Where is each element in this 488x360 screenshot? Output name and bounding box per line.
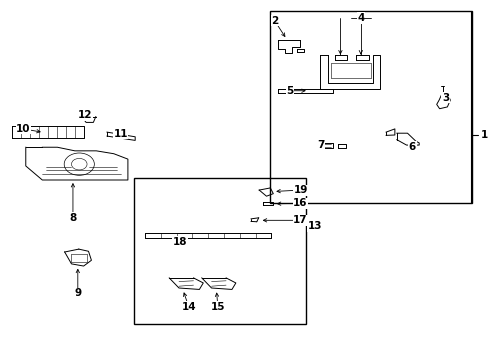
Text: 10: 10 bbox=[16, 124, 31, 134]
Text: 7: 7 bbox=[317, 140, 324, 150]
Text: 19: 19 bbox=[293, 185, 307, 195]
Text: 12: 12 bbox=[78, 110, 92, 120]
Text: 1: 1 bbox=[480, 130, 487, 140]
Text: 16: 16 bbox=[293, 198, 307, 208]
Text: 9: 9 bbox=[74, 288, 81, 298]
Bar bbox=[133, 178, 306, 324]
Text: 14: 14 bbox=[181, 302, 196, 312]
Text: 2: 2 bbox=[270, 16, 278, 26]
Text: 13: 13 bbox=[307, 221, 322, 231]
Text: 11: 11 bbox=[113, 129, 127, 139]
Text: 3: 3 bbox=[441, 93, 448, 103]
Text: 6: 6 bbox=[408, 142, 415, 152]
Text: 15: 15 bbox=[210, 302, 224, 312]
Text: 8: 8 bbox=[69, 213, 77, 223]
Text: 5: 5 bbox=[285, 86, 293, 96]
Text: 18: 18 bbox=[172, 237, 187, 247]
Text: 17: 17 bbox=[293, 215, 307, 225]
Bar bbox=[269, 11, 471, 203]
Text: 4: 4 bbox=[356, 13, 364, 23]
